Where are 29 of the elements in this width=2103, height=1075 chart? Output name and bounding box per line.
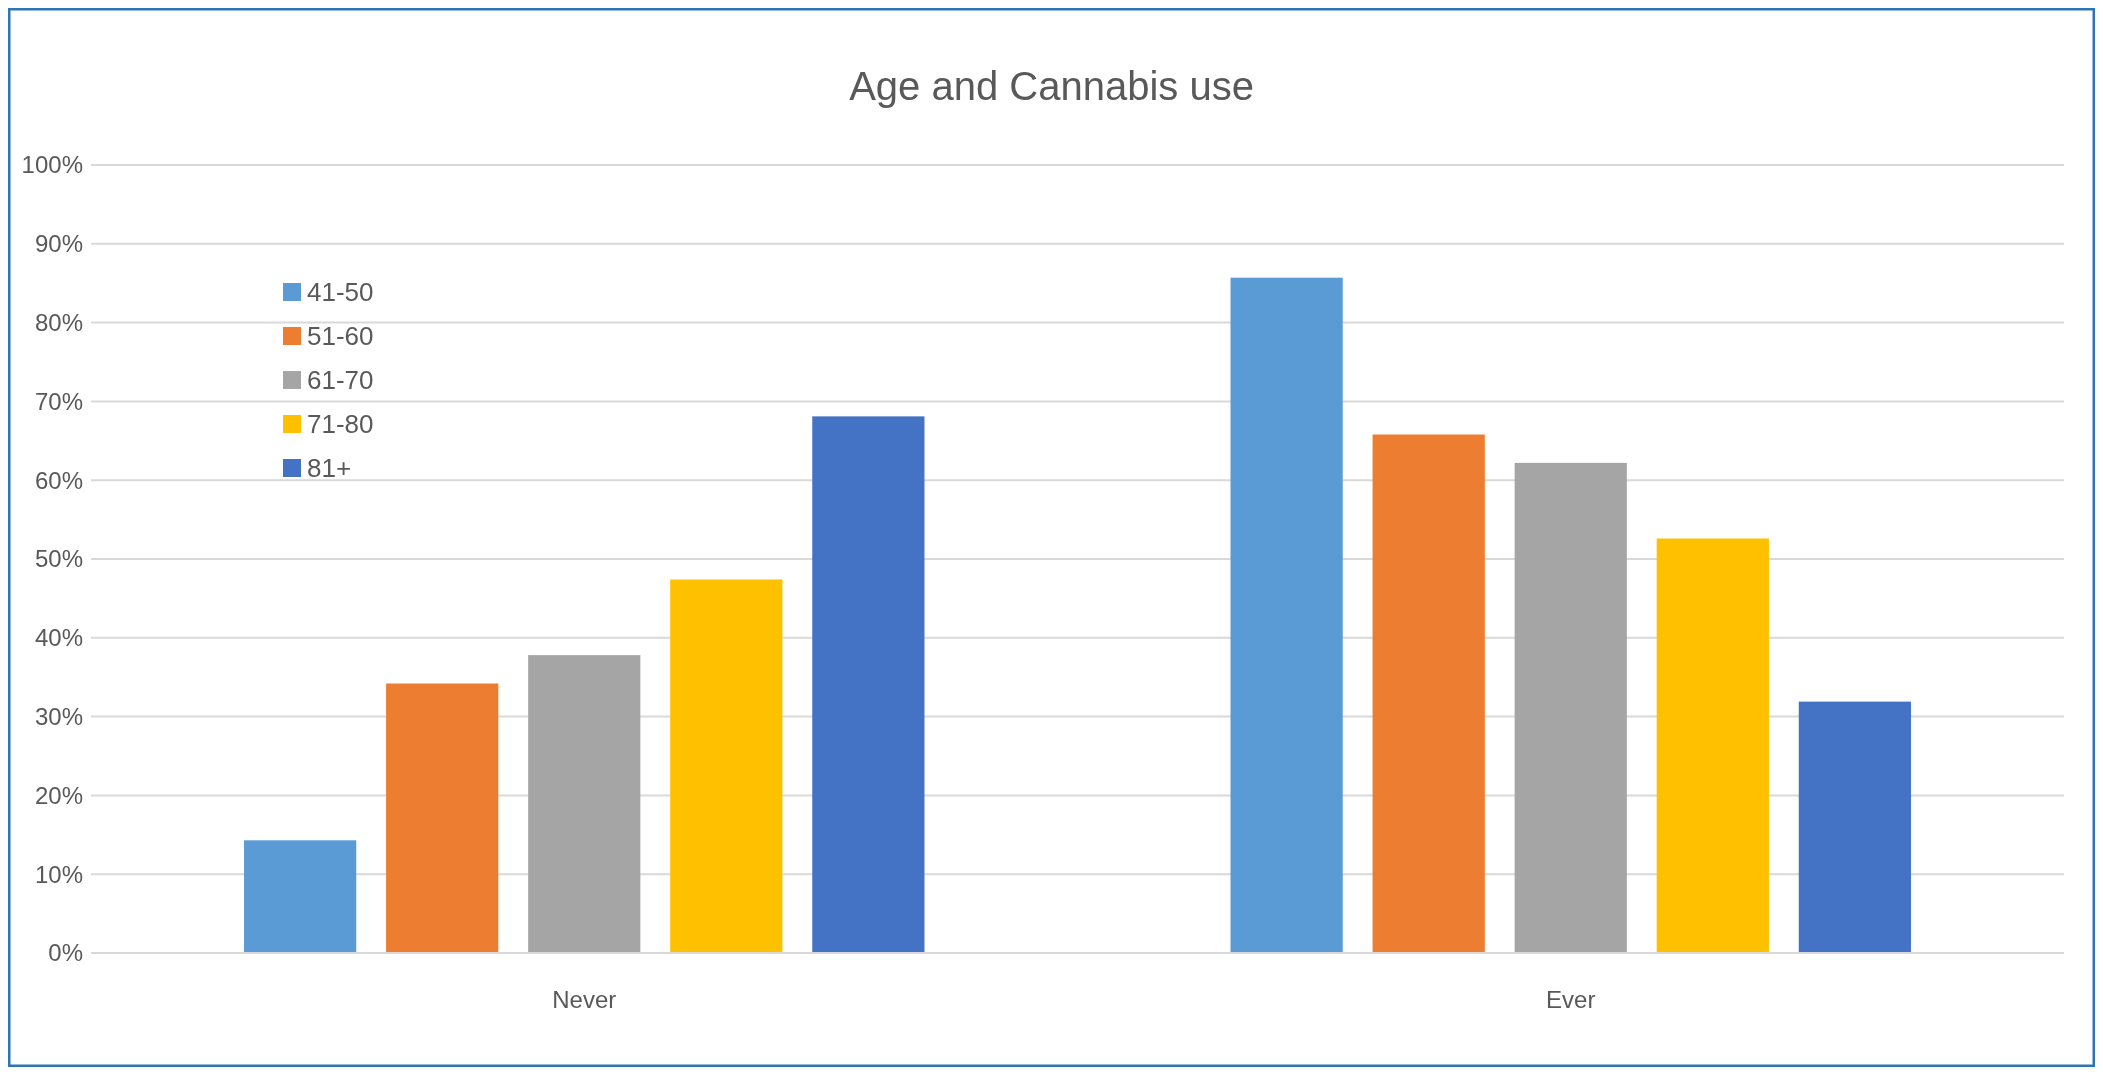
bar <box>670 579 783 953</box>
y-tick-label: 70% <box>34 387 83 415</box>
legend-label: 61-70 <box>307 365 374 396</box>
x-tick-label: Never <box>552 986 617 1014</box>
bar <box>1514 462 1627 953</box>
y-tick-label: 80% <box>34 309 83 336</box>
y-tick-label: 60% <box>34 466 83 494</box>
y-tick-label: 40% <box>34 624 83 652</box>
bar <box>1372 434 1485 953</box>
bar <box>244 840 357 953</box>
y-tick-label: 20% <box>34 781 83 809</box>
y-tick-label: 0% <box>48 939 83 967</box>
bar <box>1230 277 1343 953</box>
y-tick-label: 100% <box>21 151 83 179</box>
chart-title: Age and Cannabis use <box>849 64 1254 108</box>
legend-label: 51-60 <box>307 321 374 352</box>
bar <box>386 683 499 953</box>
bar <box>1656 538 1769 953</box>
bar <box>812 416 925 953</box>
y-tick-label: 90% <box>34 230 83 258</box>
y-tick-label: 50% <box>34 545 83 573</box>
bar <box>528 655 641 953</box>
y-tick-label: 10% <box>34 860 83 888</box>
x-tick-label: Ever <box>1546 986 1596 1014</box>
y-tick-label: 30% <box>34 703 83 730</box>
bar <box>1798 701 1911 953</box>
legend-label: 71-80 <box>307 409 374 440</box>
legend-label: 41-50 <box>307 277 374 308</box>
legend-label: 81+ <box>307 453 352 484</box>
